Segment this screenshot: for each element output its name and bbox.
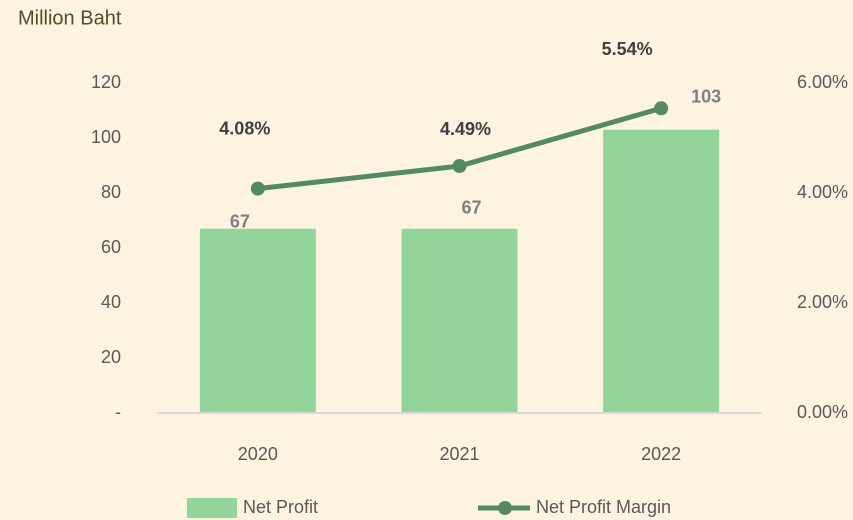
- y-tick-label: -: [115, 402, 121, 422]
- bar-value-label: 67: [230, 212, 250, 232]
- y-tick-label: 20: [101, 347, 121, 367]
- y-axis-title: Million Baht: [18, 7, 122, 29]
- y2-tick-label: 6.00%: [797, 72, 848, 92]
- y-tick-label: 100: [91, 127, 121, 147]
- bar-value-label: 67: [461, 198, 481, 218]
- y-tick-label: 120: [91, 72, 121, 92]
- y2-tick-label: 4.00%: [797, 182, 848, 202]
- line-point: [654, 101, 669, 116]
- x-tick-label: 2021: [439, 444, 479, 464]
- y-tick-label: 40: [101, 292, 121, 312]
- legend-swatch: [498, 501, 512, 515]
- bar: [199, 228, 316, 413]
- legend-label: Net Profit: [243, 497, 318, 517]
- line-value-label: 4.49%: [440, 119, 491, 139]
- bar-value-label: 103: [691, 87, 721, 107]
- bar: [603, 129, 720, 413]
- line-value-label: 5.54%: [602, 39, 653, 59]
- y2-tick-label: 0.00%: [797, 402, 848, 422]
- legend-label: Net Profit Margin: [536, 497, 671, 517]
- bar: [401, 228, 518, 413]
- y-tick-label: 60: [101, 237, 121, 257]
- line-point: [250, 181, 265, 196]
- line-point: [452, 159, 467, 174]
- y-tick-label: 80: [101, 182, 121, 202]
- line-value-label: 4.08%: [219, 118, 270, 138]
- legend-swatch: [187, 498, 237, 518]
- y2-tick-label: 2.00%: [797, 292, 848, 312]
- x-tick-label: 2022: [641, 444, 681, 464]
- x-tick-label: 2020: [238, 444, 278, 464]
